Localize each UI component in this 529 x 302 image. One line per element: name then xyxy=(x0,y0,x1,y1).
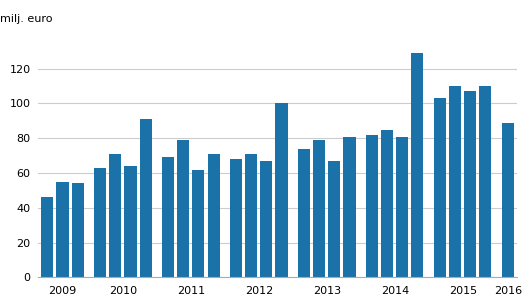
Bar xyxy=(162,157,174,278)
Bar xyxy=(207,154,220,278)
Bar xyxy=(434,98,446,278)
Text: milj. euro: milj. euro xyxy=(0,14,52,24)
Bar xyxy=(110,154,122,278)
Bar xyxy=(366,135,378,278)
Bar xyxy=(298,149,310,278)
Bar xyxy=(177,140,189,278)
Bar xyxy=(479,86,491,278)
Bar xyxy=(230,159,242,278)
Bar xyxy=(71,184,84,278)
Bar xyxy=(260,161,272,278)
Bar xyxy=(313,140,325,278)
Bar xyxy=(396,137,408,278)
Bar xyxy=(124,166,136,278)
Bar xyxy=(276,104,288,278)
Bar xyxy=(245,154,257,278)
Bar xyxy=(57,182,69,278)
Bar xyxy=(381,130,393,278)
Bar xyxy=(41,198,53,278)
Bar xyxy=(140,119,152,278)
Bar xyxy=(502,123,514,278)
Bar xyxy=(193,170,205,278)
Bar xyxy=(343,137,355,278)
Bar xyxy=(329,161,341,278)
Bar xyxy=(464,91,476,278)
Bar xyxy=(449,86,461,278)
Bar xyxy=(412,53,424,278)
Bar xyxy=(94,168,106,278)
